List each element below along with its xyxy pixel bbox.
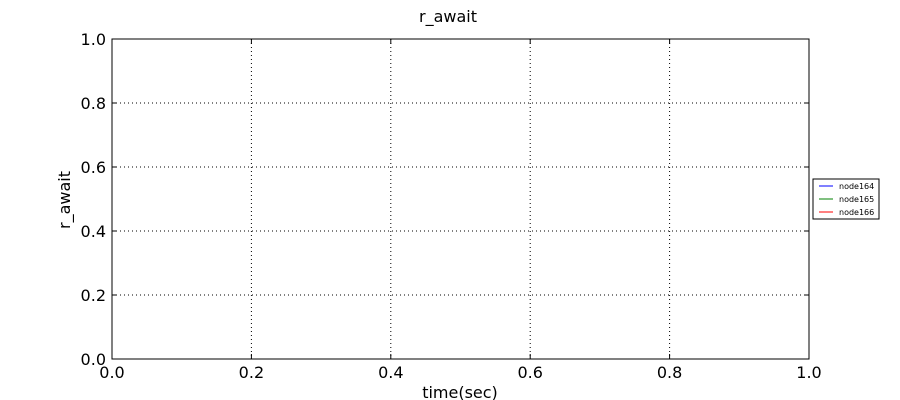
- grid: [112, 39, 809, 359]
- legend-label: node165: [839, 195, 874, 204]
- x-tick-label: 0.0: [99, 363, 124, 382]
- y-tick-label: 0.8: [81, 94, 106, 113]
- x-tick-label: 0.4: [378, 363, 403, 382]
- legend-label: node166: [839, 208, 874, 217]
- legend-label: node164: [839, 182, 874, 191]
- y-tick-label: 1.0: [81, 30, 106, 49]
- y-tick-label: 0.4: [81, 222, 106, 241]
- x-tick-label: 1.0: [796, 363, 821, 382]
- tick-labels: 0.0 0.2 0.4 0.6 0.8 1.0 0.0 0.2 0.4 0.6 0.8 1.0: [81, 30, 822, 382]
- y-tick-label: 0.2: [81, 286, 106, 305]
- ticks: [111, 38, 810, 360]
- chart-title: r_await: [419, 7, 477, 27]
- x-tick-label: 0.6: [517, 363, 542, 382]
- legend: node164 node165 node166: [812, 178, 880, 220]
- y-axis-label: r_await: [55, 171, 75, 229]
- x-tick-label: 0.2: [239, 363, 264, 382]
- plot-frame: [111, 38, 810, 360]
- legend-items: node164 node165 node166: [819, 182, 874, 217]
- x-tick-label: 0.8: [657, 363, 682, 382]
- x-axis-label: time(sec): [422, 383, 498, 400]
- y-tick-label: 0.6: [81, 158, 106, 177]
- y-tick-label: 0.0: [81, 350, 106, 369]
